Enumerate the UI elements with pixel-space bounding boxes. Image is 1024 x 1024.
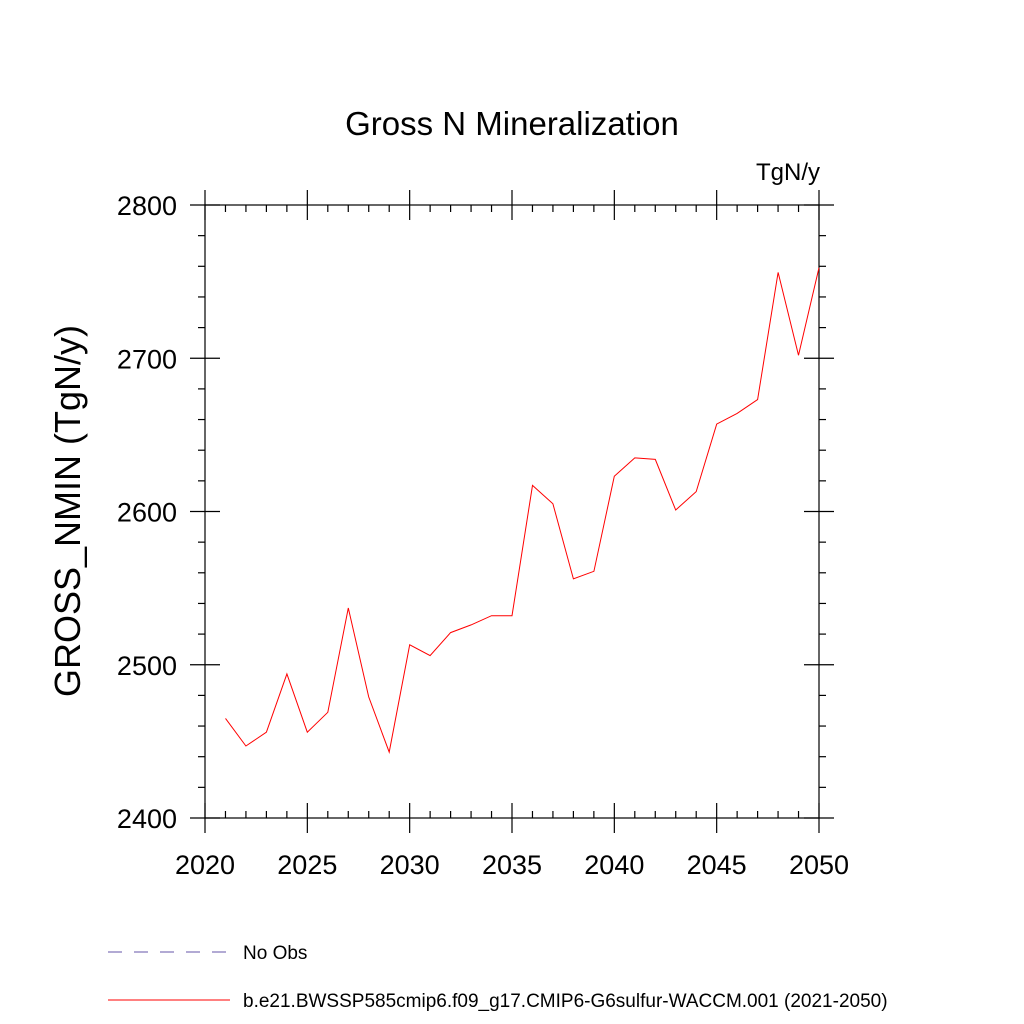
y-tick-label: 2400 [117,804,177,834]
units-label: TgN/y [756,159,820,186]
tick-labels-layer: 2020 2025 2030 2035 2040 2045 2050 2400 2500 2600… [117,191,849,880]
x-tick-label: 2045 [687,850,747,880]
legend: No Obs b.e21.BWSSP585cmip6.f09_g17.CMIP6… [108,943,888,1012]
x-tick-label: 2035 [482,850,542,880]
legend-label-no-obs: No Obs [243,943,307,964]
x-tick-label: 2050 [789,850,849,880]
y-axis-label: GROSS_NMIN (TgN/y) [47,325,88,697]
y-tick-label: 2800 [117,191,177,221]
y-tick-label: 2600 [117,498,177,528]
y-tick-label: 2500 [117,651,177,681]
x-tick-label: 2025 [277,850,337,880]
x-tick-label: 2030 [380,850,440,880]
chart-title: Gross N Mineralization [345,105,679,142]
series-layer [225,267,820,754]
plot-frame [204,204,820,819]
y-tick-label: 2700 [117,344,177,374]
x-tick-label: 2040 [584,850,644,880]
legend-label-model-run: b.e21.BWSSP585cmip6.f09_g17.CMIP6-G6sulf… [243,991,888,1012]
x-tick-label: 2020 [175,850,235,880]
series-line [225,267,820,754]
ticks-layer [190,190,834,833]
